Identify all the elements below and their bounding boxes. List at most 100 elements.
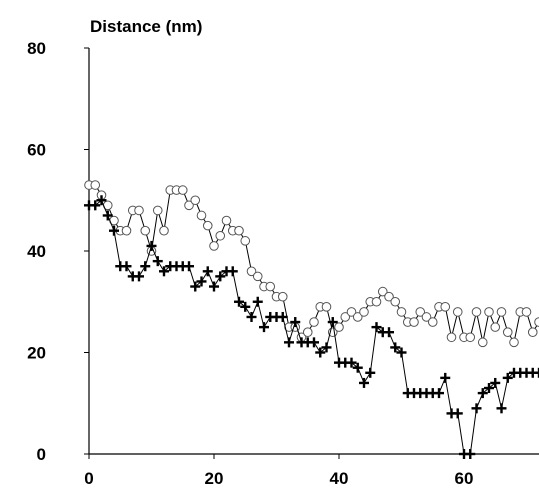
x-tick-label: 20	[205, 469, 224, 488]
data-point-plus	[496, 403, 507, 414]
data-point-plus	[309, 337, 319, 348]
data-point-circle	[321, 302, 332, 312]
data-point-circle	[484, 307, 494, 317]
data-point-circle	[90, 180, 101, 190]
data-point-circle	[265, 281, 276, 292]
data-point-circle	[309, 317, 319, 327]
data-point-plus	[452, 408, 463, 419]
data-point-plus	[365, 367, 376, 378]
data-point-circle	[534, 317, 539, 327]
data-point-plus	[284, 337, 294, 348]
data-point-circle	[502, 327, 513, 338]
data-point-plus	[346, 357, 357, 368]
data-point-circle	[252, 271, 263, 282]
data-point-plus	[434, 388, 444, 399]
data-point-circle	[396, 307, 407, 317]
data-point-circle	[390, 296, 401, 307]
y-tick-label: 60	[27, 141, 46, 160]
data-point-plus	[490, 377, 501, 388]
data-point-plus	[321, 342, 332, 353]
data-point-plus	[277, 311, 288, 322]
data-point-plus	[227, 266, 238, 277]
data-point-plus	[352, 362, 363, 373]
data-point-circle	[352, 312, 363, 322]
data-point-plus	[327, 317, 338, 328]
data-point-circle	[209, 241, 219, 251]
data-point-circle	[440, 302, 451, 312]
data-point-circle	[490, 322, 501, 332]
data-point-plus	[246, 311, 257, 322]
data-point-plus	[465, 449, 476, 459]
data-point-plus	[215, 271, 226, 282]
data-point-circle	[415, 307, 426, 317]
data-point-plus	[196, 276, 207, 287]
data-point-circle	[427, 317, 438, 327]
data-point-plus	[159, 266, 169, 277]
data-point-plus	[146, 240, 157, 251]
data-point-plus	[259, 322, 269, 333]
data-point-plus	[484, 383, 494, 394]
data-point-plus	[252, 296, 263, 307]
series-circle	[84, 180, 539, 348]
y-tick-label: 80	[27, 39, 46, 58]
data-point-circle	[246, 266, 257, 277]
data-point-circle	[421, 312, 432, 322]
y-tick-label: 20	[27, 344, 46, 363]
data-point-circle	[240, 236, 251, 246]
x-tick-label: 0	[84, 469, 93, 488]
data-point-circle	[521, 307, 532, 317]
data-point-circle	[346, 307, 357, 317]
data-point-plus	[102, 210, 113, 221]
y-tick-label: 40	[27, 242, 46, 261]
data-point-circle	[184, 200, 194, 211]
data-point-plus	[202, 266, 213, 277]
series-line-plus	[89, 199, 539, 455]
data-point-circle	[196, 210, 207, 221]
data-point-circle	[190, 195, 201, 206]
data-point-circle	[277, 291, 288, 302]
data-point-plus	[502, 372, 513, 383]
data-point-plus	[234, 296, 244, 307]
data-point-plus	[240, 301, 251, 312]
y-axis-label: Distance (nm)	[90, 17, 202, 36]
data-point-circle	[509, 337, 519, 348]
data-point-plus	[134, 271, 144, 282]
data-point-circle	[302, 327, 313, 338]
data-point-circle	[334, 322, 344, 332]
data-point-circle	[202, 220, 213, 231]
data-point-circle	[121, 225, 132, 236]
data-point-circle	[477, 337, 488, 348]
data-point-plus	[371, 322, 382, 333]
data-point-circle	[371, 296, 382, 307]
data-point-circle	[446, 332, 457, 343]
y-tick-label: 0	[37, 445, 46, 464]
data-point-circle	[215, 230, 226, 241]
data-point-circle	[409, 317, 419, 327]
x-tick-label: 60	[455, 469, 474, 488]
data-point-plus	[121, 261, 132, 272]
data-point-circle	[465, 332, 476, 343]
data-point-circle	[452, 307, 463, 317]
data-point-plus	[315, 347, 326, 358]
data-point-plus	[477, 388, 488, 399]
x-tick-label: 40	[330, 469, 349, 488]
data-point-plus	[534, 367, 539, 378]
data-point-plus	[90, 200, 101, 211]
series-layer	[84, 180, 539, 459]
data-point-plus	[384, 327, 394, 338]
data-point-circle	[359, 307, 369, 317]
data-point-circle	[152, 205, 163, 216]
data-point-circle	[471, 307, 482, 317]
data-point-plus	[290, 317, 301, 328]
data-point-circle	[221, 215, 232, 226]
data-point-plus	[184, 261, 194, 272]
data-point-plus	[190, 281, 201, 292]
data-point-plus	[440, 372, 451, 383]
data-point-plus	[109, 225, 119, 236]
data-point-circle	[527, 327, 538, 338]
data-point-plus	[359, 377, 369, 388]
data-point-circle	[234, 225, 244, 236]
data-point-circle	[159, 225, 169, 236]
data-point-plus	[152, 256, 163, 267]
